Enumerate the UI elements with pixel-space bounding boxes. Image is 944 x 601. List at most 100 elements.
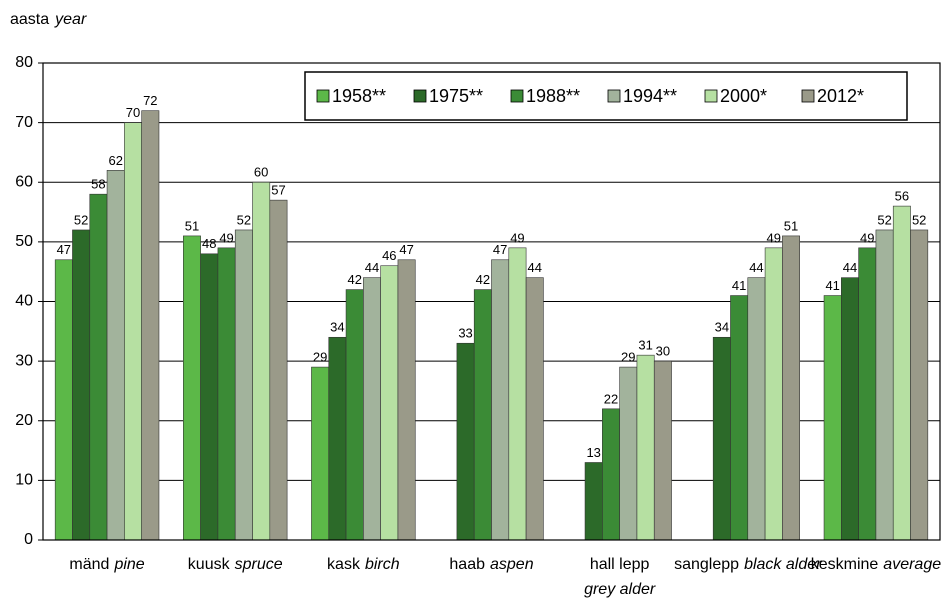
x-tick-label-en: birch [365,556,400,573]
value-label: 44 [365,260,379,275]
bar [380,265,399,541]
value-label: 57 [271,183,285,198]
legend-swatch [801,89,815,103]
value-label: 72 [143,93,157,108]
bar [653,360,672,541]
bar [473,289,492,541]
bar [712,336,731,541]
value-label: 52 [74,212,88,227]
y-tick-label: 10 [15,472,33,489]
bar [823,295,842,541]
legend-label: 1988** [526,86,580,106]
legend-swatch [607,89,621,103]
bar [54,259,73,541]
bar [106,170,125,541]
value-label: 47 [399,242,413,257]
bar [89,193,108,541]
bar [525,277,544,541]
value-label: 41 [732,278,746,293]
x-tick-label: sanglepp black alder [674,556,822,573]
bar [764,247,783,541]
bar [875,229,894,541]
bar [217,247,236,541]
x-tick-label-et: haab [449,556,485,573]
value-label: 46 [382,248,396,263]
value-label: 29 [621,350,635,365]
bar [747,277,766,541]
legend-label: 2012* [817,86,864,106]
value-label: 51 [185,218,199,233]
legend-label: 2000* [720,86,767,106]
bar [602,408,620,541]
y-label-et: aasta [10,11,49,28]
value-label: 47 [57,242,71,257]
x-tick-label-en: spruce [235,556,283,573]
value-label: 62 [108,153,122,168]
y-label-en: year [54,11,87,28]
bar [345,289,364,541]
legend-swatch [316,89,330,103]
value-label: 51 [784,218,798,233]
x-tick-label-et: keskmine [811,556,879,573]
value-label: 49 [510,230,524,245]
x-tick-label: kask birch [327,556,400,573]
y-tick-label: 50 [15,233,33,250]
value-label: 34 [330,320,344,335]
value-label: 70 [126,105,140,120]
value-label: 60 [254,165,268,180]
bar [183,235,201,541]
y-tick-label: 0 [24,531,33,548]
value-label: 44 [843,260,857,275]
value-label: 52 [877,212,891,227]
bar [124,122,142,541]
y-tick-label: 60 [15,173,33,190]
x-tick-label: haab aspen [449,556,533,573]
x-tick-label-en: average [883,556,941,573]
x-tick-label-en: pine [113,556,144,573]
y-tick-label: 40 [15,293,33,310]
plot-border [42,62,941,541]
x-tick-label: kuusk spruce [188,556,283,573]
value-label: 56 [895,189,909,204]
value-label: 13 [586,445,600,460]
value-label: 49 [219,230,233,245]
x-tick-label-et: sanglepp [674,556,739,573]
value-label: 22 [604,391,618,406]
x-tick-label-et: kuusk [188,556,231,573]
y-tick-label: 30 [15,352,33,369]
bar [636,354,655,541]
bar [508,247,527,541]
bar [252,181,271,541]
bar [311,366,330,541]
value-label: 49 [860,230,874,245]
value-label: 52 [912,212,926,227]
x-tick-label: keskmine average [811,556,942,573]
legend-swatch [413,89,427,103]
value-label: 44 [749,260,763,275]
bar [910,229,929,541]
bar [397,259,416,541]
value-label: 30 [656,344,670,359]
x-tick-label-en: aspen [490,556,534,573]
value-label: 42 [347,272,361,287]
x-tick-label-et: kask [327,556,361,573]
x-tick-label-et: mänd [69,556,109,573]
x-tick-label: hall lepp [590,556,650,573]
bar [491,259,510,541]
bar [730,295,749,541]
value-label: 41 [825,278,839,293]
bar [200,253,219,541]
x-tick-label: mänd pine [69,556,144,573]
bar [782,235,800,541]
legend-label: 1958** [332,86,386,106]
bar [584,462,603,541]
value-label: 58 [91,177,105,192]
x-tick-label: grey alder [584,581,656,598]
value-label: 33 [458,326,472,341]
bar [858,247,877,541]
bar [363,277,381,541]
value-label: 29 [313,350,327,365]
value-label: 48 [202,236,216,251]
bar [72,229,91,541]
bar [328,336,347,541]
